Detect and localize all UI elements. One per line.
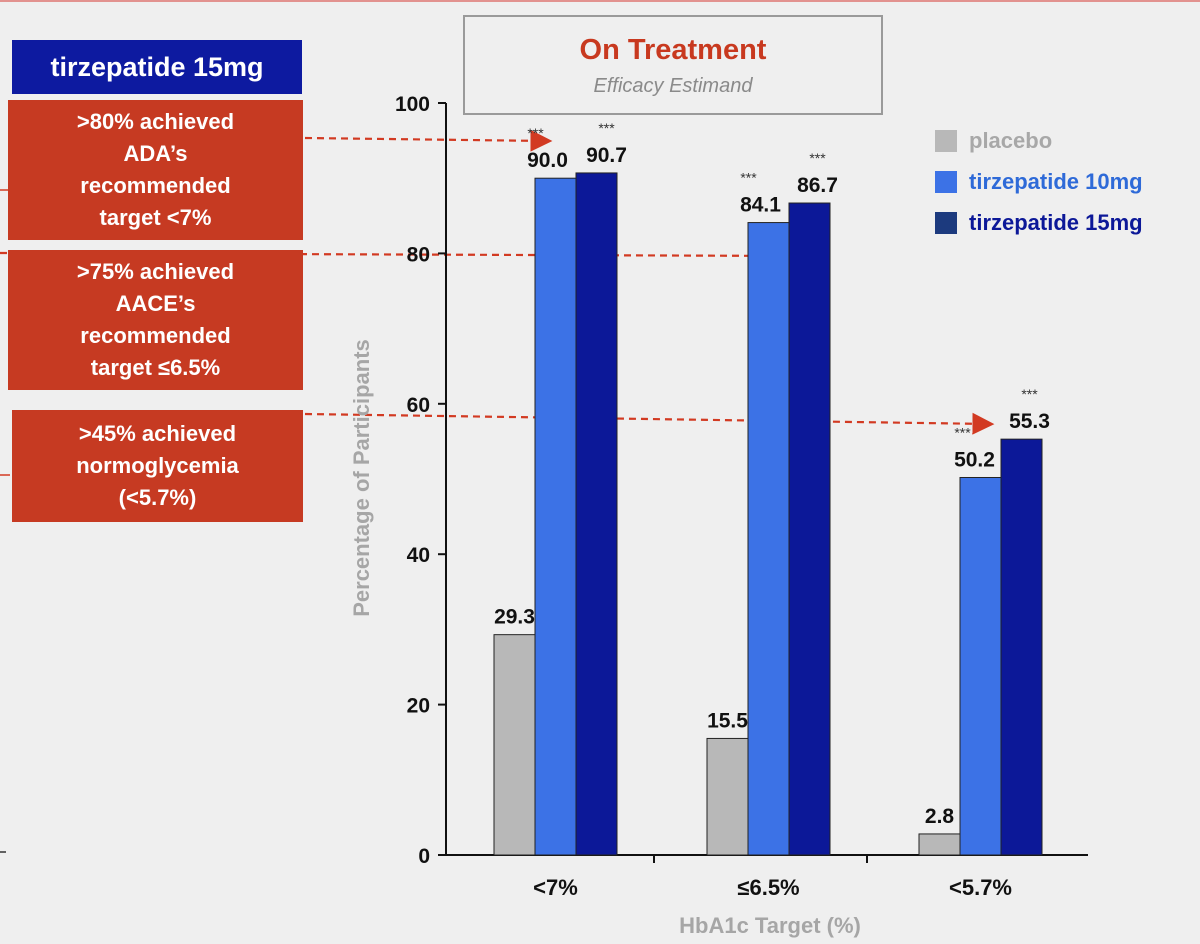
callout-normoglycemia: >45% achieved normoglycemia (<5.7%): [12, 410, 303, 522]
data-label: 84.1: [740, 194, 781, 217]
bar-tirzepatide-15mg-1: [788, 202, 831, 856]
x-tick-label: <7%: [533, 875, 578, 900]
callout-aace-target: >75% achieved AACE’s recommended target …: [8, 250, 303, 390]
legend-swatch-tirzepatide-10mg: [935, 170, 957, 193]
callout-arrow-1: [304, 129, 553, 152]
bar-placebo-0: [493, 634, 536, 856]
callout-ada-target: >80% achieved ADA’s recommended target <…: [8, 100, 303, 240]
data-label: 90.0: [527, 149, 568, 172]
y-tick-label: 40: [407, 544, 430, 567]
y-tick-label: 0: [418, 845, 430, 868]
data-label: 50.2: [954, 448, 995, 471]
legend-item-placebo: placebo: [935, 120, 1143, 161]
significance-marker: ***: [527, 125, 544, 141]
bar-tirzepatide-15mg-2: [1000, 438, 1043, 856]
legend-label-placebo: placebo: [969, 127, 1053, 153]
y-tick-label: 80: [407, 243, 430, 266]
y-tick-label: 100: [395, 93, 430, 116]
significance-marker: ***: [598, 120, 615, 136]
x-axis-label: HbA1c Target (%): [679, 913, 861, 938]
legend-swatch-placebo: [935, 129, 957, 152]
data-label: 15.5: [707, 709, 748, 732]
significance-marker: ***: [740, 170, 757, 186]
bar-tirzepatide-10mg-2: [959, 476, 1002, 856]
chart-legend: placebo tirzepatide 10mg tirzepatide 15m…: [935, 120, 1143, 243]
data-label: 90.7: [586, 144, 627, 167]
x-tick-label: <5.7%: [949, 875, 1012, 900]
data-label: 86.7: [797, 174, 838, 197]
legend-swatch-tirzepatide-15mg: [935, 211, 957, 234]
y-axis-label: Percentage of Participants: [349, 339, 374, 617]
legend-label-tirzepatide-10mg: tirzepatide 10mg: [969, 168, 1143, 194]
bar-placebo-2: [918, 833, 961, 856]
bar-tirzepatide-10mg-1: [747, 222, 790, 856]
bar-tirzepatide-10mg-0: [534, 177, 577, 856]
bar-placebo-1: [706, 737, 749, 856]
chart-bars: [493, 172, 1043, 856]
chart-title-box: On Treatment Efficacy Estimand: [463, 15, 883, 115]
chart-subtitle: Efficacy Estimand: [593, 75, 753, 97]
top-rule: [0, 0, 1200, 2]
y-tick-label: 20: [407, 695, 430, 718]
y-tick-label: 60: [407, 394, 430, 417]
significance-marker: ***: [809, 150, 826, 166]
legend-label-tirzepatide-15mg: tirzepatide 15mg: [969, 209, 1143, 235]
dose-badge: tirzepatide 15mg: [12, 40, 302, 94]
x-tick-label: ≤6.5%: [737, 875, 799, 900]
chart-title: On Treatment: [579, 34, 767, 66]
data-label: 55.3: [1009, 410, 1050, 433]
significance-marker: ***: [1021, 386, 1038, 402]
callout-arrow-3: [304, 412, 995, 435]
chart-labels: <7% 29.3 90.0 *** 90.7 *** ≤6.5% 15.5 84.1 *** 86.…: [494, 120, 1050, 900]
legend-item-tirzepatide-15mg: tirzepatide 15mg: [935, 202, 1143, 243]
legend-item-tirzepatide-10mg: tirzepatide 10mg: [935, 161, 1143, 202]
data-label: 2.8: [925, 805, 955, 828]
significance-marker: ***: [954, 424, 971, 440]
data-label: 29.3: [494, 606, 535, 629]
bar-tirzepatide-15mg-0: [575, 172, 618, 856]
